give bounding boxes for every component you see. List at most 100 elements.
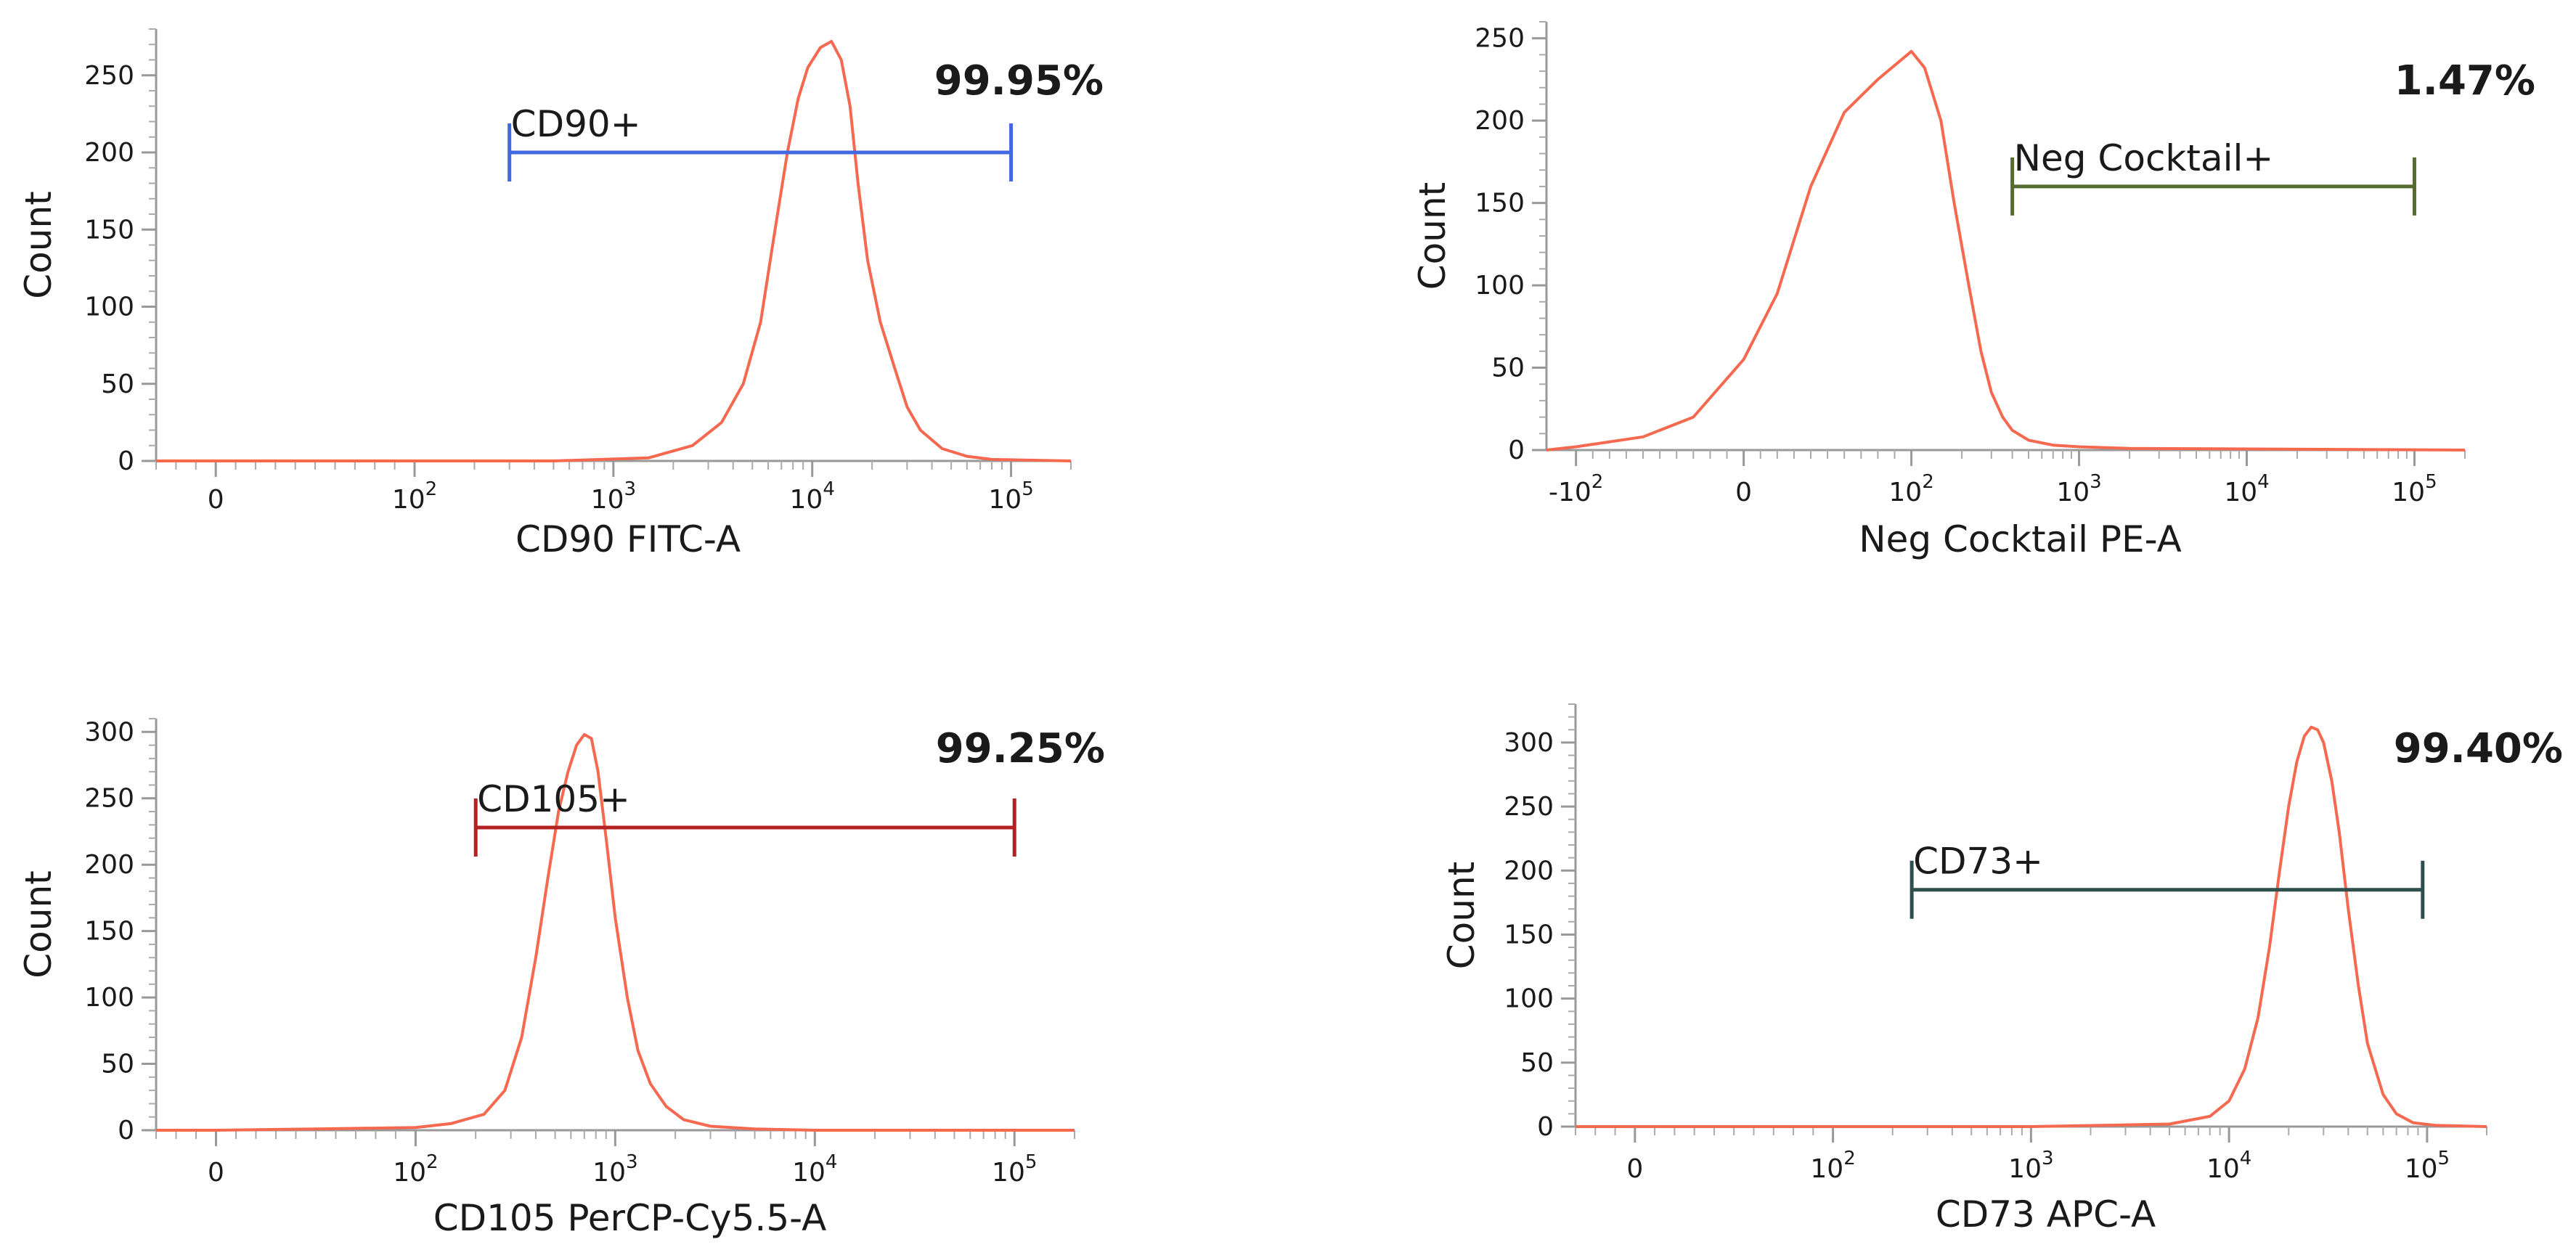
x-tick-base: 10 (591, 485, 624, 515)
x-tick-base: 10 (592, 1158, 626, 1188)
x-tick-base: 0 (208, 485, 224, 515)
x-tick-exponent: 5 (1025, 1151, 1038, 1173)
x-tick-label: 0 (208, 485, 224, 515)
y-axis-title: Count (17, 191, 60, 299)
y-tick-label: 0 (1508, 436, 1525, 465)
x-tick-base: 10 (2056, 478, 2090, 507)
x-tick-exponent: 2 (1922, 471, 1934, 493)
x-tick-exponent: 4 (823, 478, 835, 500)
histogram-line (156, 40, 1072, 462)
histogram-panel-neg-cocktail: 0 50 100 150 200 250 -102 0 102 103 104 105 Neg Cock… (1409, 0, 2570, 566)
x-tick-label: 0 (1735, 478, 1752, 507)
y-tick-label: 150 (1504, 920, 1554, 949)
y-tick-label: 150 (84, 215, 134, 245)
x-tick-base: 10 (1810, 1154, 1843, 1184)
x-tick-exponent: 5 (2425, 471, 2437, 493)
x-tick-label: 104 (792, 1151, 837, 1188)
x-tick-label: 104 (790, 478, 835, 515)
histogram-panel-cd73: 0 50 100 150 200 250 300 0 102 103 104 105 CD73 APC-… (1423, 675, 2576, 1250)
x-axis-title: Neg Cocktail PE-A (1859, 518, 2182, 560)
y-tick-label: 300 (1504, 728, 1554, 758)
x-tick-base: 10 (1888, 478, 1922, 507)
y-tick-label: 100 (1504, 984, 1554, 1014)
histogram-panel-cd105: 0 50 100 150 200 250 300 0 102 103 104 105 CD105 Per… (0, 675, 1105, 1250)
x-tick-exponent: 4 (2257, 471, 2270, 493)
x-tick-label: 103 (592, 1151, 637, 1188)
x-tick-label: 104 (2224, 471, 2269, 507)
x-tick-base: 10 (792, 1158, 826, 1188)
y-tick-label: 250 (1504, 792, 1554, 822)
y-tick-label: 0 (1537, 1112, 1554, 1142)
y-tick-label: 50 (1491, 354, 1525, 383)
y-tick-label: 250 (84, 61, 134, 91)
y-tick-label: 50 (101, 1050, 134, 1079)
x-tick-label: 105 (992, 1151, 1037, 1188)
x-axis-title: CD105 PerCP-Cy5.5-A (433, 1197, 827, 1239)
x-tick-exponent: 3 (624, 478, 636, 500)
y-tick-label: 50 (101, 369, 134, 399)
x-tick-label: 105 (2392, 471, 2437, 507)
x-tick-base: 10 (2008, 1154, 2042, 1184)
x-tick-label: 103 (2008, 1148, 2053, 1184)
x-tick-label: 105 (988, 478, 1033, 515)
x-tick-base: -10 (1549, 478, 1591, 507)
x-tick-exponent: 2 (426, 1151, 439, 1173)
y-tick-label: 0 (118, 1116, 134, 1145)
y-tick-label: 150 (84, 917, 134, 947)
x-axis-title: CD73 APC-A (1936, 1193, 2156, 1235)
x-tick-exponent: 3 (2042, 1148, 2054, 1169)
x-tick-base: 10 (2405, 1154, 2438, 1184)
x-tick-label: 103 (591, 478, 636, 515)
x-tick-base: 0 (1626, 1154, 1643, 1184)
x-tick-base: 10 (790, 485, 823, 515)
x-tick-exponent: 3 (2090, 471, 2102, 493)
gate-percentage: 99.95% (934, 57, 1104, 105)
x-tick-exponent: 4 (2240, 1148, 2252, 1169)
x-tick-label: -102 (1549, 471, 1603, 507)
x-tick-exponent: 2 (1843, 1148, 1856, 1169)
x-tick-label: 102 (1888, 471, 1933, 507)
gate-label: CD73+ (1913, 841, 2043, 883)
x-tick-label: 102 (393, 1151, 438, 1188)
x-tick-base: 10 (988, 485, 1022, 515)
y-tick-label: 200 (84, 138, 134, 168)
x-tick-label: 102 (1810, 1148, 1855, 1184)
gate-percentage: 1.47% (2394, 57, 2535, 105)
y-tick-label: 0 (118, 446, 134, 476)
y-tick-label: 100 (84, 293, 134, 322)
x-tick-base: 10 (393, 1158, 426, 1188)
y-tick-label: 200 (1504, 856, 1554, 886)
x-tick-label: 103 (2056, 471, 2101, 507)
x-axis-title: CD90 FITC-A (515, 518, 741, 560)
y-tick-label: 150 (1475, 189, 1525, 218)
y-tick-label: 300 (84, 717, 134, 747)
y-tick-label: 100 (1475, 271, 1525, 301)
gate-percentage: 99.25% (936, 725, 1105, 772)
histogram-line (156, 732, 1075, 1132)
y-tick-label: 200 (1475, 106, 1525, 136)
gate-label: Neg Cocktail+ (2014, 137, 2274, 179)
x-tick-exponent: 4 (826, 1151, 838, 1173)
x-tick-exponent: 3 (626, 1151, 638, 1173)
x-tick-base: 10 (2224, 478, 2257, 507)
x-tick-base: 10 (392, 485, 425, 515)
x-tick-label: 105 (2405, 1148, 2450, 1184)
y-axis-title: Count (1440, 862, 1483, 970)
gate-label: CD105+ (477, 778, 630, 820)
x-tick-exponent: 5 (1022, 478, 1034, 500)
y-tick-label: 50 (1520, 1048, 1554, 1078)
histogram-line (1546, 49, 2466, 452)
x-tick-base: 0 (1735, 478, 1752, 507)
x-tick-exponent: 5 (2438, 1148, 2450, 1169)
histogram-panel-cd90: 0 50 100 150 200 250 0 102 103 104 105 CD90 FITC-A C… (0, 0, 1104, 566)
x-tick-base: 0 (208, 1158, 224, 1188)
x-tick-label: 0 (208, 1158, 224, 1188)
x-tick-base: 10 (2206, 1154, 2240, 1184)
y-axis-title: Count (17, 870, 60, 979)
x-tick-base: 10 (2392, 478, 2425, 507)
x-tick-label: 102 (392, 478, 437, 515)
x-tick-exponent: 2 (425, 478, 438, 500)
